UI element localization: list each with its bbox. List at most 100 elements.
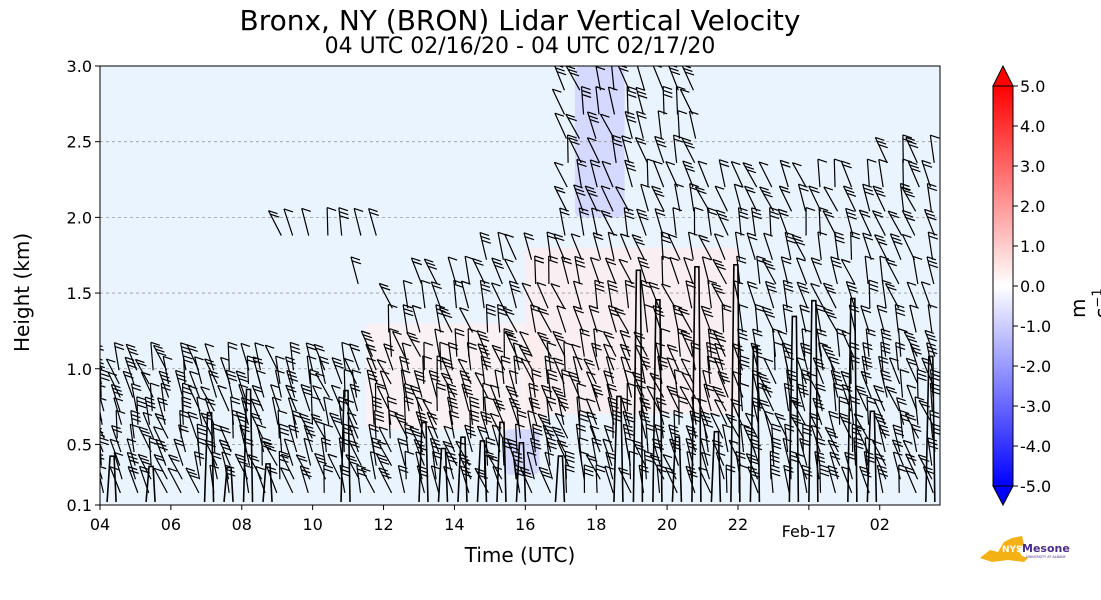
- wind-barb: [447, 256, 458, 285]
- wind-barb: [759, 186, 775, 212]
- wind-barb: [188, 370, 200, 398]
- wind-barb: [906, 384, 918, 412]
- wind-barb: [635, 86, 648, 115]
- wind-barb: [536, 331, 552, 357]
- wind-barb: [771, 328, 782, 357]
- wind-barb: [618, 258, 633, 285]
- wind-barb: [527, 410, 537, 439]
- wind-barb: [100, 397, 107, 425]
- wind-barb: [544, 451, 555, 480]
- x-tick-label: 20: [657, 515, 677, 534]
- wind-barb: [344, 357, 357, 385]
- wind-barb: [554, 412, 569, 439]
- wind-barb: [860, 370, 872, 398]
- velocity-feature-updraft: [525, 247, 738, 415]
- colorbar-tick-label: -2.0: [1020, 357, 1051, 376]
- wind-barb: [592, 232, 604, 260]
- wind-barb: [917, 454, 933, 480]
- wind-barb: [427, 425, 440, 453]
- wind-barb: [353, 207, 364, 236]
- wind-barb: [348, 343, 361, 371]
- wind-barb: [665, 161, 679, 188]
- x-tick-label: 22: [728, 515, 748, 534]
- wind-barb: [474, 371, 489, 398]
- wind-barb: [306, 355, 317, 384]
- wind-barb: [764, 280, 778, 309]
- wind-barb: [551, 386, 567, 412]
- y-tick-label: 3.0: [67, 57, 92, 76]
- wind-barb: [621, 135, 633, 164]
- wind-barb: [105, 358, 120, 385]
- wind-barb: [457, 358, 472, 385]
- wind-barb: [196, 423, 207, 453]
- wind-barb: [479, 231, 492, 260]
- wind-barb: [331, 357, 344, 385]
- wind-barb: [505, 385, 519, 412]
- nys-mesonet-logo: NYS Mesonet UNIVERSITY AT ALBANY: [980, 536, 1070, 562]
- wind-barb: [300, 384, 313, 412]
- wind-barb: [715, 209, 729, 236]
- wind-barb: [554, 112, 567, 139]
- wind-barb: [878, 355, 889, 385]
- wind-barb: [660, 231, 672, 260]
- wind-barb: [611, 134, 623, 163]
- wind-barb: [330, 384, 343, 412]
- wind-barb: [873, 398, 886, 426]
- wind-barb: [746, 232, 758, 260]
- wind-barb: [289, 341, 301, 371]
- wind-barb: [338, 207, 349, 236]
- wind-barb: [758, 161, 773, 188]
- wind-barb: [423, 341, 434, 371]
- wind-barb: [823, 186, 839, 212]
- wind-barb: [858, 209, 872, 236]
- velocity-contour: [925, 355, 936, 502]
- wind-barb: [284, 356, 296, 385]
- wind-barb: [607, 86, 618, 115]
- wind-barb: [500, 355, 511, 384]
- wind-barb: [458, 307, 474, 333]
- wind-barb: [288, 424, 300, 453]
- colorbar-extend-max: [992, 64, 1014, 87]
- wind-barb: [761, 385, 775, 412]
- y-tick-label: 2.0: [67, 208, 92, 227]
- wind-barb: [920, 281, 932, 309]
- wind-barb: [413, 370, 426, 398]
- wind-barb: [454, 328, 465, 357]
- wind-barb: [739, 355, 750, 384]
- wind-barb: [565, 66, 581, 91]
- wind-barb: [595, 464, 606, 493]
- wind-barb: [680, 358, 695, 385]
- wind-barb: [801, 328, 812, 357]
- velocity-contour: [242, 388, 254, 502]
- wind-barb: [483, 396, 494, 425]
- wind-barb: [402, 280, 413, 309]
- wind-barb: [585, 398, 598, 425]
- wind-barb: [538, 466, 552, 494]
- wind-barb: [348, 440, 362, 466]
- wind-barb: [744, 185, 758, 212]
- wind-barb: [907, 160, 921, 188]
- wind-barb: [667, 233, 681, 261]
- x-tick-label: 18: [586, 515, 606, 534]
- logo-mesonet: Mesonet: [1022, 542, 1070, 555]
- wind-barb: [921, 159, 933, 188]
- wind-barb: [828, 410, 839, 439]
- velocity-contour: [632, 269, 644, 502]
- wind-barb: [721, 423, 732, 453]
- wind-barb: [840, 160, 853, 188]
- wind-barb: [605, 356, 616, 385]
- wind-barb: [404, 450, 415, 480]
- wind-barb: [854, 385, 869, 412]
- y-tick-label: 0.1: [67, 496, 92, 515]
- wind-barb: [574, 255, 586, 285]
- wind-barb: [410, 257, 423, 285]
- wind-barb: [631, 234, 646, 261]
- wind-barb: [360, 330, 374, 357]
- wind-barb: [822, 210, 837, 236]
- wind-barb: [739, 382, 750, 412]
- wind-barb: [746, 281, 758, 309]
- x-tick-label: Feb-17: [782, 522, 836, 541]
- wind-barb: [415, 411, 428, 439]
- colorbar-tick-label: -1.0: [1020, 317, 1051, 336]
- velocity-contour: [866, 410, 878, 502]
